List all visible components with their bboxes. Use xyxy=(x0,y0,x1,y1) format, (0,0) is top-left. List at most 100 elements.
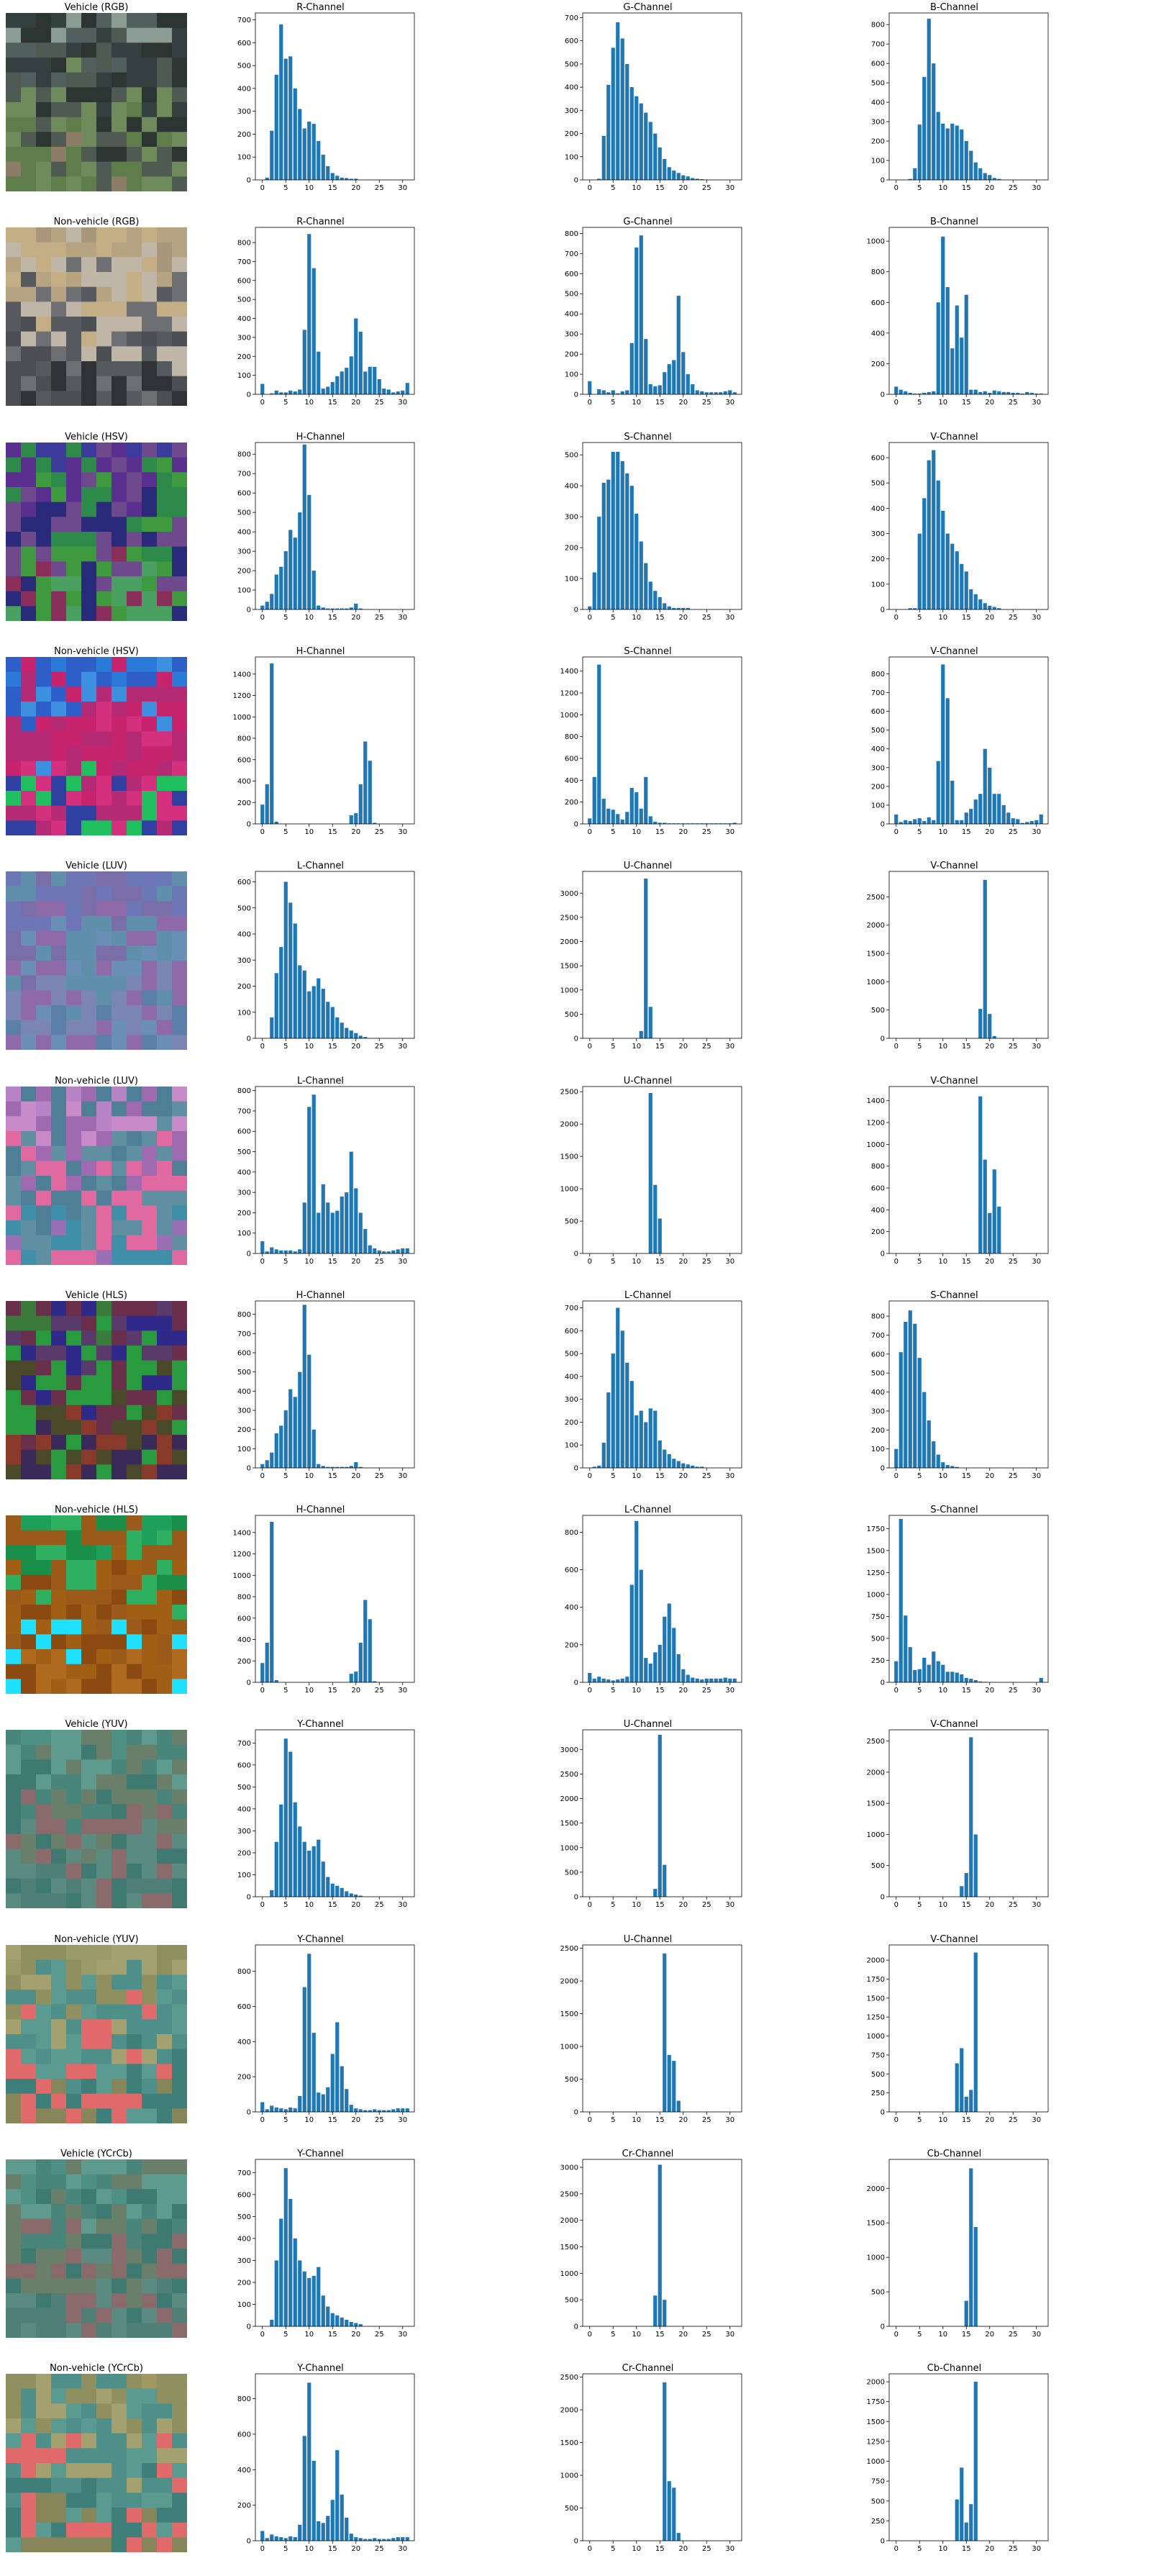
histogram-bar xyxy=(345,2088,349,2112)
histogram-bar xyxy=(349,1466,353,1468)
image-pixel-block xyxy=(81,1989,97,2005)
histogram-bar xyxy=(405,383,409,395)
sample-image-title: Non-vehicle (RGB) xyxy=(53,217,140,228)
histogram-bar xyxy=(293,1802,297,1897)
x-tick-label: 0 xyxy=(588,399,592,407)
histogram-bar xyxy=(354,318,358,395)
x-tick-label: 0 xyxy=(588,2545,592,2553)
histogram-bar xyxy=(950,780,955,824)
x-tick-label: 25 xyxy=(375,1901,384,1909)
image-pixel-block xyxy=(81,486,97,502)
image-pixel-block xyxy=(21,2078,37,2094)
image-pixel-block xyxy=(127,1420,142,1436)
histogram-bar xyxy=(349,1151,353,1253)
image-pixel-block xyxy=(36,716,52,732)
y-tick-label: 1000 xyxy=(560,987,578,994)
histogram-bar xyxy=(927,1420,931,1468)
image-pixel-block xyxy=(36,1086,52,1102)
histogram-bar xyxy=(917,124,922,180)
image-pixel-block xyxy=(81,1849,97,1864)
image-pixel-block xyxy=(157,72,173,88)
y-tick-label: 200 xyxy=(565,1641,578,1649)
y-tick-label: 400 xyxy=(565,84,578,92)
x-tick-label: 20 xyxy=(985,399,994,407)
y-tick-label: 400 xyxy=(565,1373,578,1381)
histogram-bar xyxy=(913,819,917,824)
x-tick-label: 15 xyxy=(962,1901,971,1909)
histogram-bar xyxy=(377,2539,381,2541)
histogram-bar xyxy=(401,2537,405,2541)
image-pixel-block xyxy=(81,516,97,532)
sample-image-title: Vehicle (YUV) xyxy=(65,1719,128,1731)
image-pixel-block xyxy=(96,361,112,377)
x-tick-label: 5 xyxy=(283,1043,288,1051)
histogram-bar xyxy=(663,1953,667,2112)
x-tick-label: 20 xyxy=(678,399,688,407)
image-pixel-block xyxy=(21,317,37,332)
plot-frame xyxy=(582,227,742,395)
histogram-bar xyxy=(973,1834,978,1897)
image-pixel-block xyxy=(142,147,158,163)
image-pixel-block xyxy=(6,901,22,917)
histogram-bar xyxy=(340,371,344,395)
image-pixel-block xyxy=(96,945,112,961)
histogram-bar xyxy=(279,1250,283,1253)
histogram-bar xyxy=(363,2110,368,2112)
image-pixel-block xyxy=(127,1664,142,1680)
image-pixel-block xyxy=(112,1249,127,1265)
histogram-bar xyxy=(634,248,639,395)
x-tick-label: 5 xyxy=(283,1258,288,1266)
image-pixel-block xyxy=(6,1819,22,1835)
image-pixel-block xyxy=(112,1115,127,1132)
image-pixel-block xyxy=(6,1649,22,1665)
plot-frame xyxy=(888,1300,1049,1469)
histogram-bar xyxy=(1001,392,1006,395)
image-pixel-block xyxy=(6,317,22,332)
image-pixel-block xyxy=(51,2249,67,2264)
image-pixel-block xyxy=(6,1745,22,1761)
histogram-bar xyxy=(358,1643,363,1683)
sample-image-panel: Vehicle (YUV) xyxy=(6,1717,187,1909)
image-pixel-block xyxy=(21,1300,37,1317)
y-tick-label: 0 xyxy=(247,1035,251,1043)
histogram-bar xyxy=(302,1987,306,2112)
image-pixel-block xyxy=(6,502,22,517)
y-tick-label: 800 xyxy=(565,733,578,741)
image-pixel-block xyxy=(142,2323,158,2338)
image-pixel-block xyxy=(142,1649,158,1665)
image-pixel-block xyxy=(112,1759,127,1775)
histogram-bar xyxy=(932,63,936,180)
image-pixel-block xyxy=(81,901,97,917)
histogram-bar xyxy=(941,664,945,824)
image-pixel-block xyxy=(36,1879,52,1895)
histogram-bar xyxy=(700,179,704,180)
chart-title: Y-Channel xyxy=(297,2363,344,2375)
histogram-bar xyxy=(1016,393,1020,395)
x-tick-label: 10 xyxy=(304,184,314,192)
histogram-bar xyxy=(601,1678,606,1683)
histogram-bar xyxy=(983,602,987,609)
image-pixel-block xyxy=(127,1449,142,1465)
image-pixel-block xyxy=(6,1330,22,1346)
image-pixel-block xyxy=(81,471,97,488)
image-pixel-block xyxy=(81,2374,97,2390)
image-pixel-block xyxy=(96,2308,112,2323)
image-pixel-block xyxy=(36,2463,52,2479)
histogram-bar xyxy=(321,1184,325,1253)
x-tick-label: 10 xyxy=(632,1258,641,1266)
image-pixel-block xyxy=(21,132,37,148)
image-pixel-block xyxy=(142,686,158,702)
x-tick-label: 15 xyxy=(962,2545,971,2553)
image-pixel-block xyxy=(142,1944,158,1960)
image-pixel-block xyxy=(51,916,67,932)
histogram-bar xyxy=(917,1669,922,1683)
x-tick-label: 10 xyxy=(632,1043,641,1051)
image-pixel-block xyxy=(157,2189,173,2205)
x-tick-label: 0 xyxy=(588,2331,592,2339)
image-pixel-block xyxy=(127,761,142,776)
histogram-bar xyxy=(358,1895,363,1897)
x-tick-label: 5 xyxy=(283,828,288,836)
histogram-bar xyxy=(936,480,940,609)
